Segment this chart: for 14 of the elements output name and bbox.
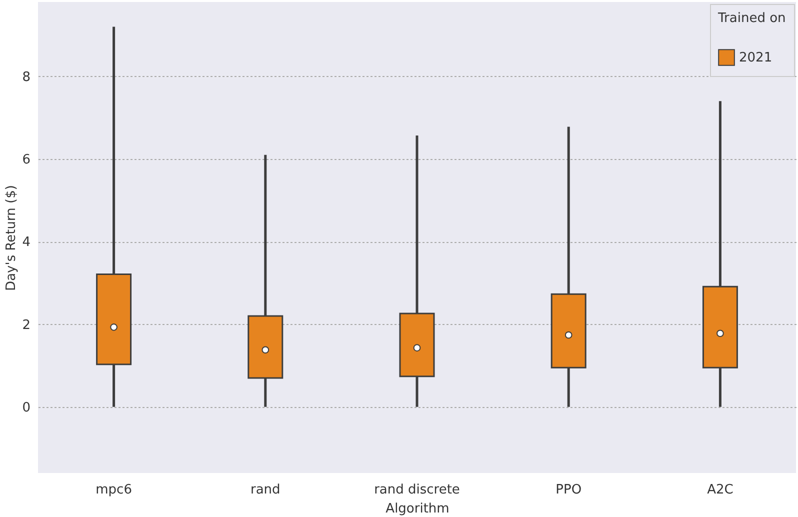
legend-label: 2021 — [739, 50, 772, 66]
x-tick-label: PPO — [556, 482, 582, 498]
y-tick-label: 0 — [22, 400, 30, 416]
x-tick-label: rand discrete — [374, 482, 460, 498]
legend-title: Trained on — [717, 11, 786, 26]
x-tick-label: rand — [250, 482, 280, 498]
y-tick-label: 8 — [22, 70, 30, 85]
x-axis-title: Algorithm — [386, 502, 450, 516]
y-tick-label: 4 — [22, 235, 30, 250]
y-tick-label: 6 — [22, 152, 30, 168]
x-tick-label: A2C — [707, 482, 734, 498]
y-axis-title: Day's Return ($) — [4, 185, 20, 291]
y-tick-label: 2 — [22, 318, 30, 333]
x-tick-label: mpc6 — [96, 482, 132, 498]
